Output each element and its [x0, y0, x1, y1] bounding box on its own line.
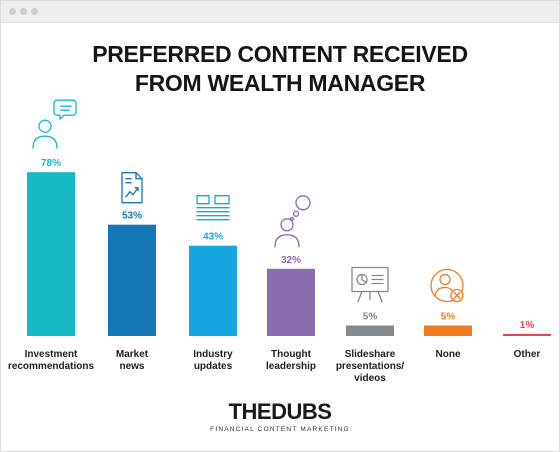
category-label: Other	[514, 349, 541, 360]
bar	[267, 268, 315, 336]
window-maximize-dot[interactable]	[31, 8, 38, 15]
bar	[346, 325, 394, 336]
bar	[27, 172, 75, 336]
presentation-icon	[351, 266, 389, 303]
logo-wordmark: THEDUBS	[228, 399, 332, 424]
category-label: Market news	[116, 349, 149, 372]
bar	[424, 325, 472, 336]
category-label: Slideshare presentations/videos	[336, 349, 405, 384]
value-label: 5%	[363, 312, 378, 323]
value-label: 5%	[441, 312, 456, 323]
value-label: 32%	[281, 255, 301, 266]
category-label: Investment recommendations	[8, 349, 95, 372]
value-label: 1%	[520, 320, 535, 331]
window-titlebar	[1, 1, 559, 23]
chart-title-line-1: PREFERRED CONTENT RECEIVED	[92, 41, 468, 67]
chart-title-line-2: FROM WEALTH MANAGER	[134, 70, 426, 96]
value-label: 78%	[41, 158, 61, 169]
person-blocked-icon	[430, 268, 464, 303]
category-label: Thought leadership	[266, 349, 316, 372]
thinking-person-icon	[274, 195, 311, 248]
bar	[108, 224, 156, 336]
newsletter-icon	[196, 195, 230, 221]
value-label: 53%	[122, 211, 142, 222]
advisor-chat-icon	[32, 99, 77, 149]
brand-logo: THEDUBS FINANCIAL CONTENT MARKETING	[1, 399, 559, 433]
bar-chart: 78% Investment recommendations 53% Market new…	[8, 99, 551, 384]
chart-document-icon	[121, 172, 143, 204]
category-label: Industry updates	[193, 349, 233, 372]
logo-tagline: FINANCIAL CONTENT MARKETING	[210, 426, 350, 433]
category-label: None	[436, 349, 461, 360]
bar	[503, 333, 551, 336]
window-close-dot[interactable]	[9, 8, 16, 15]
value-label: 43%	[203, 232, 223, 243]
bar	[189, 245, 237, 336]
window-minimize-dot[interactable]	[20, 8, 27, 15]
